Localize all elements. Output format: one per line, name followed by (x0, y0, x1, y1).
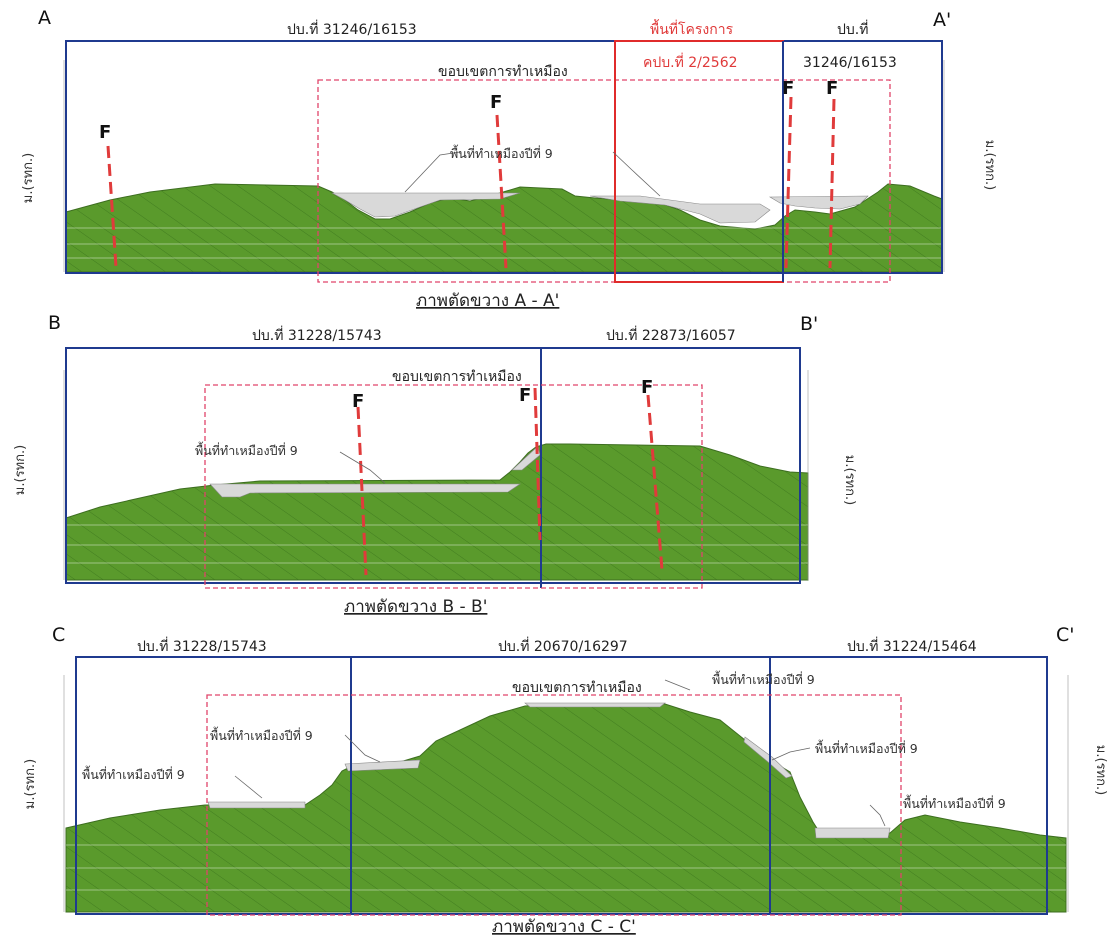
mining-pits-b (209, 445, 541, 498)
mining-boundary-a (317, 79, 891, 283)
left-axis-label-a: ม.(รทก.) (21, 153, 36, 203)
mining-area-label-b: พื้นที่ทำเหมืองปีที่ 9 (195, 441, 298, 458)
project-permit-label: คปบ.ที่ 2/2562 (643, 53, 738, 71)
terrain-profile-c (65, 703, 1067, 913)
fault-label-b3: F (641, 377, 653, 398)
section-b-caption: ภาพตัดขวาง B - B' (344, 597, 487, 617)
section-a-caption: ภาพตัดขวาง A - A' (416, 291, 559, 311)
mining-area-leader-a (404, 151, 461, 193)
right-axis-label-a: ม.(รทก.) (982, 140, 997, 190)
section-c-lot-1: ปบ.ที่ 31228/15743 (137, 637, 267, 655)
fault-label-a1: F (99, 122, 111, 143)
section-c-start-label: C (52, 624, 65, 646)
section-frame-c (75, 656, 1048, 915)
right-axis-label-b: ม.(รทก.) (842, 455, 857, 505)
mining-area-leader-a2 (612, 151, 661, 197)
mining-pits-c (207, 702, 891, 839)
mining-area-label-c2: พื้นที่ทำเหมืองปีที่ 9 (210, 726, 313, 743)
section-a-lot-3: 31246/16153 (803, 55, 897, 71)
fault-label-a4: F (826, 78, 838, 99)
section-c-caption: ภาพตัดขวาง C - C' (492, 917, 636, 935)
section-c-lot-2: ปบ.ที่ 20670/16297 (498, 637, 628, 655)
mining-area-label-a: พื้นที่ทำเหมืองปีที่ 9 (450, 144, 553, 161)
section-c-lot-3: ปบ.ที่ 31224/15464 (847, 637, 977, 655)
fault-lines-b (356, 387, 664, 576)
section-b-lot-1: ปบ.ที่ 31228/15743 (252, 326, 382, 344)
section-b-start-label: B (48, 312, 61, 334)
section-b-end-label: B' (800, 313, 818, 335)
mining-area-leader-b (339, 451, 386, 484)
elevation-lines-b (66, 524, 808, 564)
left-axis-label-b: ม.(รทก.) (13, 445, 28, 495)
project-area-label: พื้นที่โครงการ (650, 19, 734, 38)
mining-area-label-c3: พื้นที่ทำเหมืองปีที่ 9 (82, 765, 185, 782)
section-a-lot-1: ปบ.ที่ 31246/16153 (287, 20, 417, 38)
mining-area-label-c4: พื้นที่ทำเหมืองปีที่ 9 (815, 739, 918, 756)
section-frame-b (65, 347, 801, 584)
elevation-lines-c (66, 844, 1066, 891)
fault-label-a2: F (490, 92, 502, 113)
mining-boundary-label-c: ขอบเขตการทำเหมือง (512, 680, 642, 696)
section-a-lot-2: ปบ.ที่ (837, 20, 868, 38)
fault-label-a3: F (782, 78, 794, 99)
section-c-end-label: C' (1056, 624, 1075, 646)
mining-boundary-b (204, 384, 703, 589)
fault-label-b1: F (352, 391, 364, 412)
terrain-profile-b (65, 443, 809, 581)
section-b (63, 347, 809, 589)
section-a (63, 40, 945, 283)
mining-pits-a (331, 192, 869, 224)
left-axis-label-c: ม.(รทก.) (23, 759, 38, 809)
section-a-end-label: A' (933, 9, 951, 31)
mining-boundary-c (206, 694, 902, 916)
mining-boundary-label-a: ขอบเขตการทำเหมือง (438, 64, 568, 80)
mining-area-leaders-c (234, 679, 886, 827)
section-frame-a (65, 40, 943, 274)
fault-lines-a (106, 96, 836, 269)
mining-boundary-label-b: ขอบเขตการทำเหมือง (392, 369, 522, 385)
section-b-lot-2: ปบ.ที่ 22873/16057 (606, 326, 736, 344)
fault-label-b2: F (519, 385, 531, 406)
right-axis-label-c: ม.(รทก.) (1093, 745, 1108, 795)
section-c (63, 656, 1069, 916)
mining-area-label-c5: พื้นที่ทำเหมืองปีที่ 9 (903, 794, 1006, 811)
mining-area-label-c1: พื้นที่ทำเหมืองปีที่ 9 (712, 670, 815, 687)
section-a-start-label: A (38, 7, 51, 29)
